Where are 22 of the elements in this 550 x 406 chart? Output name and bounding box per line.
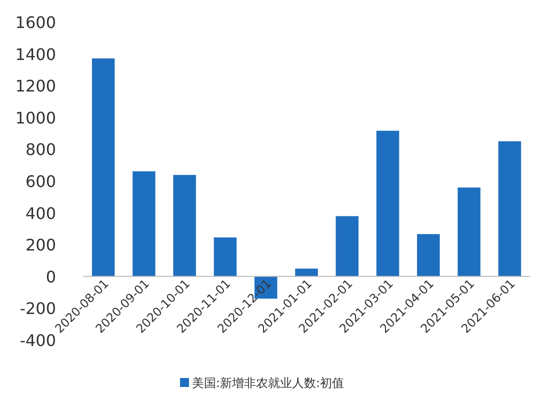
bar	[417, 234, 440, 276]
bar	[214, 237, 237, 276]
y-tick-label: -200	[20, 299, 56, 318]
y-tick-label: 600	[25, 172, 56, 191]
bar	[376, 130, 400, 276]
bar	[336, 216, 359, 276]
bar	[92, 58, 115, 276]
y-tick-label: 1000	[15, 108, 56, 128]
y-tick-label: 200	[25, 236, 56, 255]
y-tick-label: 400	[25, 204, 56, 223]
bar	[295, 268, 318, 276]
y-tick-label: 0	[46, 267, 56, 286]
bar	[132, 171, 156, 276]
bar	[458, 188, 480, 276]
bar	[173, 174, 196, 276]
y-tick-label: 1200	[15, 76, 56, 96]
y-tick-label: -400	[20, 331, 56, 350]
y-tick-label: 800	[25, 140, 56, 160]
y-tick-label: 1400	[15, 44, 56, 64]
bar	[498, 141, 522, 276]
legend-label: 美国:新增非农就业人数:初值	[192, 376, 344, 390]
y-tick-label: 1600	[15, 13, 56, 32]
